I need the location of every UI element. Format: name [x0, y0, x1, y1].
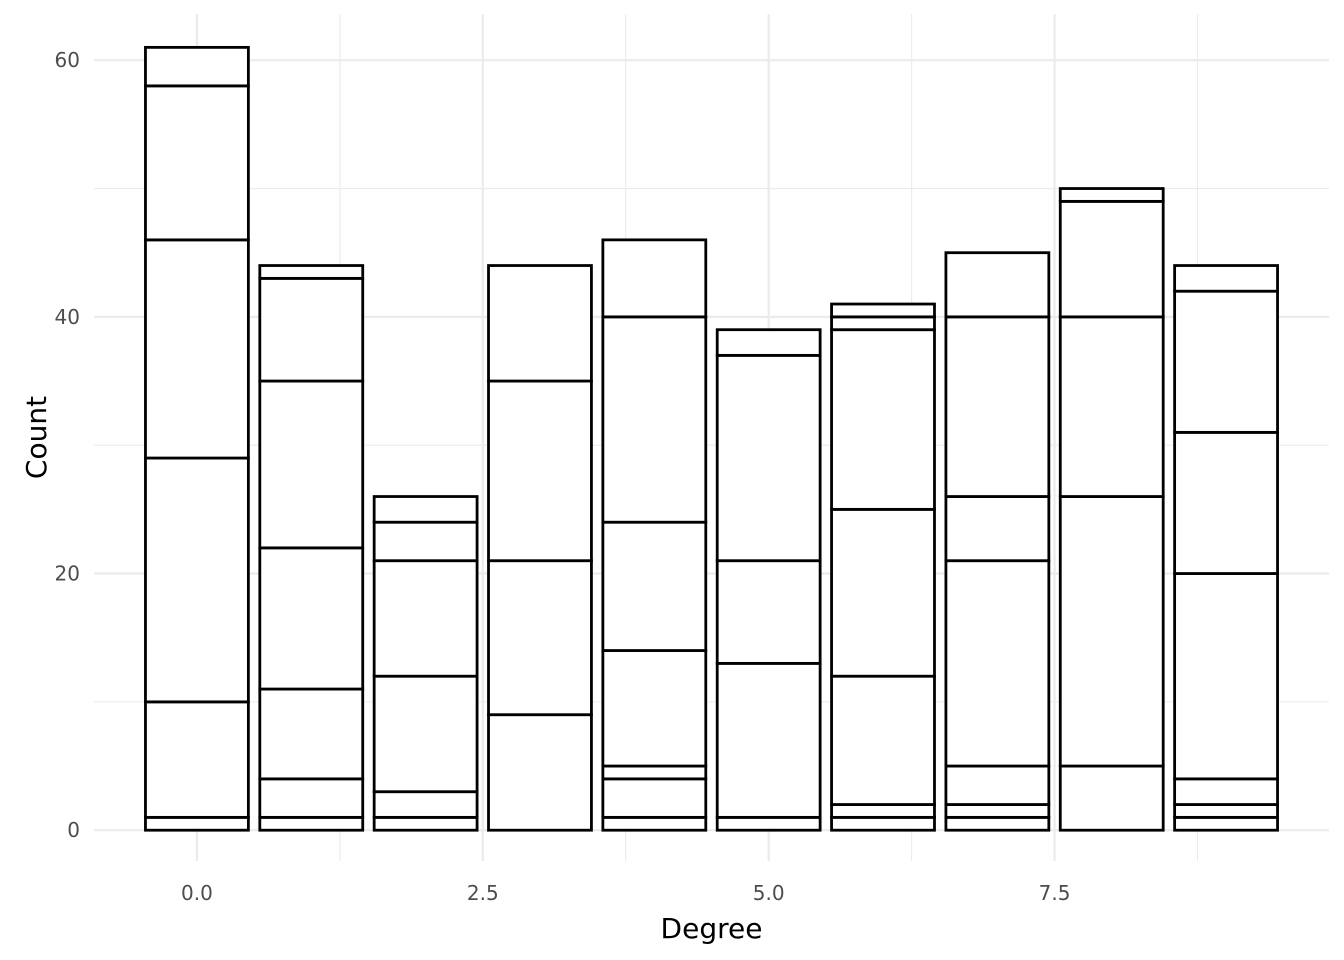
- bar-stack: [944, 251, 1051, 832]
- tick-labels: 0.0 2.5 5.0 7.5 0 20 40 60: [55, 48, 1071, 905]
- bar-segment: [830, 315, 936, 332]
- bar-segment: [372, 815, 479, 832]
- bar-segment: [830, 815, 936, 832]
- bar-segment: [144, 45, 250, 88]
- bar-segment: [1173, 815, 1279, 832]
- x-axis-title: Degree: [661, 912, 763, 945]
- x-tick-label: 5.0: [753, 881, 785, 905]
- bar-segment: [830, 507, 936, 678]
- bar-segment: [830, 803, 936, 819]
- bar-segment: [1173, 777, 1279, 806]
- x-tick-label: 7.5: [1039, 881, 1071, 905]
- bar-segment: [258, 276, 365, 383]
- bar-segment: [372, 520, 479, 563]
- bar-segment: [487, 264, 593, 383]
- bar-segment: [944, 315, 1051, 498]
- bar-segment: [944, 803, 1051, 819]
- bar-segment: [487, 559, 593, 717]
- y-tick-label: 40: [55, 305, 80, 329]
- bar-segment: [258, 687, 365, 781]
- bar-segment: [258, 546, 365, 691]
- bar-segment: [1173, 430, 1279, 575]
- bar-segment: [258, 379, 365, 550]
- bar-stack: [1173, 264, 1279, 832]
- bar-segment: [1058, 187, 1165, 203]
- bar-segment: [944, 251, 1051, 319]
- bar-segment: [830, 328, 936, 511]
- bar-segment: [1173, 289, 1279, 434]
- bar-segment: [601, 238, 708, 319]
- bar-segment: [715, 815, 822, 832]
- bar-segment: [830, 302, 936, 319]
- bar-segment: [601, 764, 708, 781]
- bar-segment: [715, 353, 822, 563]
- bar-segment: [715, 559, 822, 665]
- bar-segment: [144, 700, 250, 819]
- bar-segment: [487, 713, 593, 832]
- bar-segment: [715, 328, 822, 357]
- y-tick-label: 0: [67, 818, 80, 842]
- bar-segment: [144, 84, 250, 242]
- bar-segment: [487, 379, 593, 563]
- bar-segment: [372, 559, 479, 678]
- bar-segment: [372, 674, 479, 794]
- bar-stack: [372, 495, 479, 832]
- bar-segment: [1173, 264, 1279, 293]
- bar-segment: [372, 790, 479, 819]
- bar-segment: [144, 456, 250, 704]
- bar-segment: [601, 520, 708, 652]
- bar-stack: [144, 45, 250, 832]
- bar-segment: [944, 559, 1051, 768]
- bar-segment: [258, 264, 365, 280]
- bar-segment: [830, 674, 936, 806]
- bar-segment: [601, 315, 708, 524]
- bar-segment: [144, 238, 250, 460]
- x-tick-label: 0.0: [181, 881, 213, 905]
- bar-segment: [1058, 764, 1165, 832]
- bar-stack: [1058, 187, 1165, 832]
- bar-stack: [601, 238, 708, 832]
- bar-segment: [601, 815, 708, 832]
- bar-segment: [258, 815, 365, 832]
- bar-segment: [1058, 199, 1165, 319]
- bar-stack: [258, 264, 365, 832]
- bar-stack: [487, 264, 593, 832]
- bar-segment: [601, 649, 708, 768]
- bar-segment: [944, 815, 1051, 832]
- y-tick-label: 60: [55, 48, 80, 72]
- bar-segment: [258, 777, 365, 819]
- bar-segment: [372, 495, 479, 524]
- bar-segment: [1058, 315, 1165, 498]
- bars: [144, 45, 1279, 832]
- bar-segment: [944, 495, 1051, 563]
- bar-segment: [715, 661, 822, 819]
- bar-segment: [1173, 572, 1279, 781]
- x-tick-label: 2.5: [467, 881, 499, 905]
- bar-segment: [144, 815, 250, 832]
- bar-segment: [601, 777, 708, 819]
- bar-stack: [830, 302, 936, 832]
- bar-segment: [1173, 803, 1279, 819]
- bar-segment: [944, 764, 1051, 806]
- bar-segment: [1058, 495, 1165, 768]
- bar-stack: [715, 328, 822, 832]
- y-axis-title: Count: [20, 396, 53, 479]
- y-tick-label: 20: [55, 562, 80, 586]
